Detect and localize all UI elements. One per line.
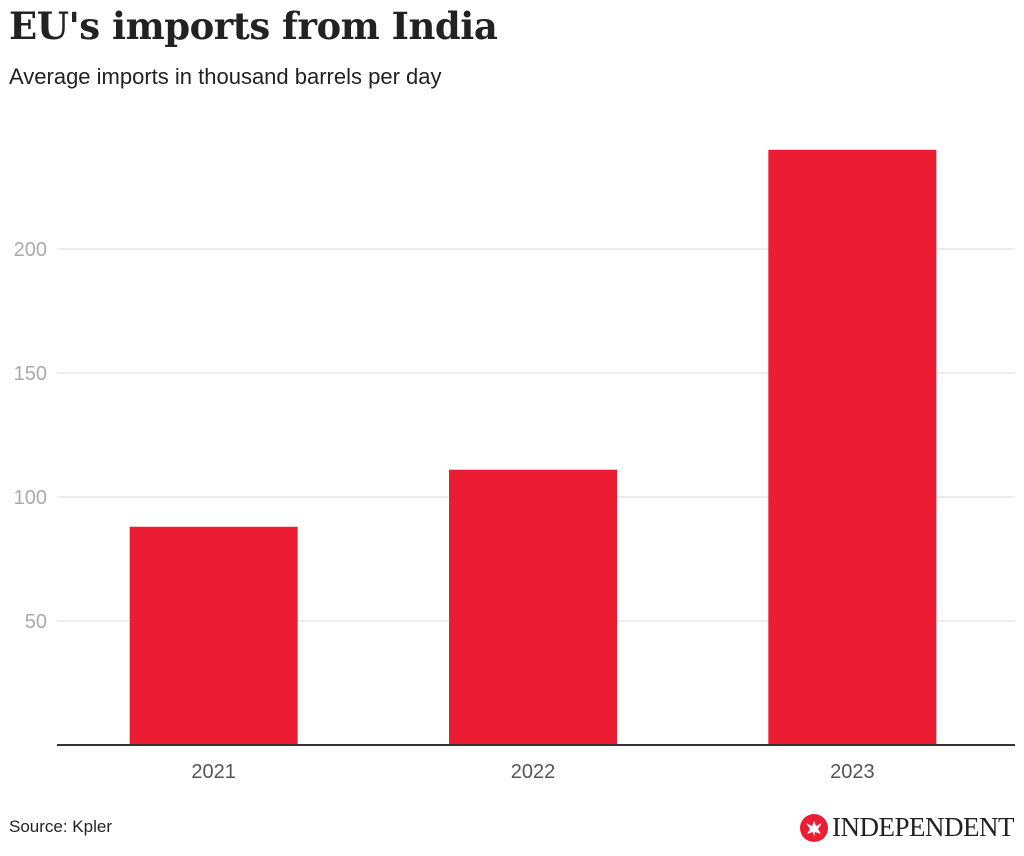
y-tick-label: 50 — [25, 611, 47, 633]
y-tick-label: 200 — [14, 239, 47, 261]
x-tick-label: 2023 — [830, 761, 875, 783]
x-tick-label: 2022 — [511, 761, 556, 783]
y-tick-label: 150 — [14, 363, 47, 385]
x-tick-label: 2021 — [191, 761, 236, 783]
bar-2021 — [129, 526, 298, 745]
bar-chart: 50 100 150 200 2021 2022 2023 — [14, 149, 1015, 783]
y-tick-label: 100 — [14, 487, 47, 509]
chart-title: EU's imports from India — [9, 4, 498, 48]
x-axis-tick-labels: 2021 2022 2023 — [191, 761, 874, 783]
source-note: Source: Kpler — [9, 817, 112, 836]
bar-2022 — [449, 469, 617, 745]
brand-logo: INDEPENDENT — [800, 812, 1014, 843]
chart-subtitle: Average imports in thousand barrels per … — [9, 64, 442, 89]
bar-2023 — [768, 149, 937, 746]
y-axis-tick-labels: 50 100 150 200 — [14, 239, 47, 633]
brand-name: INDEPENDENT — [832, 812, 1014, 842]
eagle-logo-icon — [800, 813, 829, 842]
bars — [129, 149, 937, 746]
